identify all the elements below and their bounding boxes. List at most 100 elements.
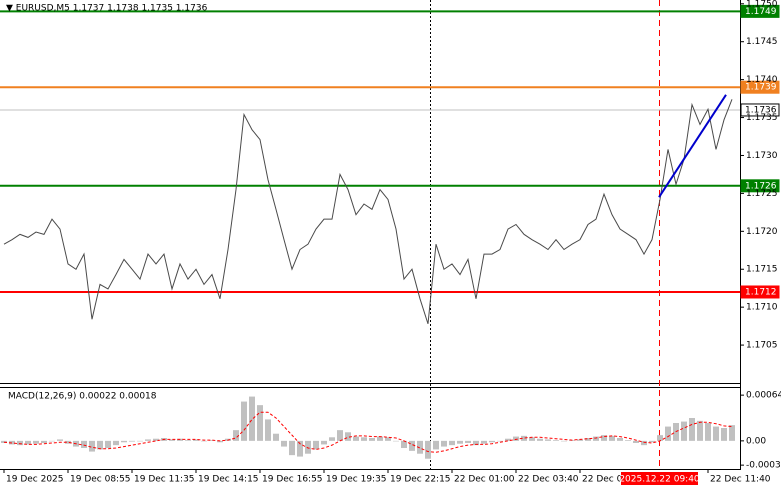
x-tick-label: 22 Dec 01:00 bbox=[454, 475, 515, 485]
y-tick-label: 1.1750 bbox=[746, 0, 778, 9]
x-tick-label: 22 Dec 03:40 bbox=[518, 475, 579, 485]
macd-bar bbox=[193, 439, 199, 441]
x-tick-label: 19 Dec 11:35 bbox=[134, 475, 195, 485]
level-label-box bbox=[740, 80, 780, 94]
macd-bar bbox=[585, 438, 591, 441]
macd-bar bbox=[433, 440, 439, 450]
time-marker-box bbox=[621, 472, 698, 485]
macd-bar bbox=[233, 430, 239, 441]
macd-bar bbox=[489, 440, 495, 443]
macd-bar bbox=[505, 438, 511, 441]
y-tick-label: 1.1740 bbox=[746, 75, 778, 85]
macd-bar bbox=[33, 440, 39, 444]
macd-bar bbox=[25, 440, 31, 445]
macd-bar bbox=[1, 440, 7, 443]
macd-bar bbox=[481, 440, 487, 444]
macd-bar bbox=[241, 401, 247, 441]
y-tick-label: 1.1745 bbox=[746, 37, 778, 47]
macd-bar bbox=[329, 437, 335, 441]
macd-bar bbox=[57, 439, 63, 441]
macd-bar bbox=[105, 440, 111, 448]
macd-bar bbox=[281, 440, 287, 447]
macd-bar bbox=[633, 440, 639, 443]
level-label: 1.1739 bbox=[745, 83, 777, 93]
x-tick-label: 19 Dec 08:55 bbox=[70, 475, 131, 485]
macd-bar bbox=[401, 440, 407, 448]
macd-bar bbox=[697, 420, 703, 441]
macd-bar bbox=[9, 440, 15, 445]
macd-bar bbox=[201, 440, 207, 442]
macd-bar bbox=[561, 440, 567, 442]
y-tick-label: 1.1715 bbox=[746, 265, 778, 275]
macd-bar bbox=[665, 426, 671, 441]
y-tick-label: 1.1710 bbox=[746, 303, 778, 313]
macd-bar bbox=[65, 440, 71, 444]
macd-bar bbox=[705, 423, 711, 441]
macd-signal bbox=[3, 411, 733, 453]
macd-bar bbox=[273, 433, 279, 441]
macd-bar bbox=[537, 438, 543, 441]
macd-bar bbox=[689, 418, 695, 441]
y-tick-label: 1.1730 bbox=[746, 151, 778, 161]
x-tick-label: 19 Dec 2025 bbox=[6, 475, 64, 485]
x-tick-label: 19 Dec 14:15 bbox=[198, 475, 259, 485]
level-label: 1.1749 bbox=[745, 7, 777, 17]
price-line bbox=[3, 99, 733, 324]
macd-bar bbox=[249, 396, 255, 441]
y-tick-label: 1.1705 bbox=[746, 341, 778, 351]
macd-bar bbox=[641, 440, 647, 446]
macd-bar bbox=[465, 440, 471, 443]
macd-bar bbox=[153, 438, 159, 441]
macd-bar bbox=[369, 438, 375, 441]
macd-bar bbox=[593, 436, 599, 441]
macd-bar bbox=[185, 440, 191, 441]
macd-bar bbox=[393, 440, 399, 442]
y-tick-label: -0.00034 bbox=[746, 461, 781, 471]
macd-bar bbox=[417, 440, 423, 454]
macd-bar bbox=[457, 440, 463, 444]
level-label-box bbox=[740, 103, 780, 117]
macd-panel bbox=[1, 396, 735, 459]
macd-bar bbox=[609, 435, 615, 441]
y-tick-label: 0.00 bbox=[746, 436, 766, 446]
macd-bar bbox=[649, 440, 655, 443]
macd-bar bbox=[513, 436, 519, 441]
macd-bar bbox=[97, 440, 103, 450]
x-tick-label: 19 Dec 16:55 bbox=[262, 475, 323, 485]
macd-bar bbox=[305, 440, 311, 454]
level-label: 1.1712 bbox=[745, 287, 777, 297]
level-label-box bbox=[740, 4, 780, 18]
macd-bar bbox=[617, 438, 623, 441]
macd-bar bbox=[377, 436, 383, 441]
macd-bar bbox=[81, 440, 87, 448]
macd-bar bbox=[257, 405, 263, 441]
macd-bar bbox=[577, 439, 583, 441]
level-label-box bbox=[740, 285, 780, 299]
level-label: 1.1736 bbox=[745, 105, 777, 115]
macd-bar bbox=[297, 440, 303, 457]
macd-bar bbox=[425, 440, 431, 459]
macd-bar bbox=[129, 440, 135, 442]
macd-bar bbox=[601, 435, 607, 441]
macd-bar bbox=[361, 437, 367, 441]
level-label-box bbox=[740, 179, 780, 193]
macd-bar bbox=[409, 440, 415, 451]
macd-bar bbox=[113, 440, 119, 446]
macd-bar bbox=[49, 440, 55, 442]
macd-bar bbox=[289, 440, 295, 456]
x-tick-label: 19 Dec 19:35 bbox=[326, 475, 387, 485]
y-tick-label: 0.00064 bbox=[746, 391, 781, 401]
macd-bar bbox=[353, 436, 359, 441]
y-tick-label: 1.1720 bbox=[746, 227, 778, 237]
time-marker-label: 2025.12.22 09:40 bbox=[619, 475, 700, 485]
macd-bar bbox=[41, 440, 47, 443]
macd-bar bbox=[169, 439, 175, 441]
chart-title: ▼ EURUSD,M5 1.1737 1.1738 1.1735 1.1736 bbox=[6, 4, 208, 14]
y-tick-label: 1.1735 bbox=[746, 113, 778, 123]
y-tick-label: 1.1725 bbox=[746, 189, 778, 199]
macd-bar bbox=[121, 440, 127, 443]
macd-bar bbox=[385, 437, 391, 441]
macd-bar bbox=[17, 440, 23, 446]
